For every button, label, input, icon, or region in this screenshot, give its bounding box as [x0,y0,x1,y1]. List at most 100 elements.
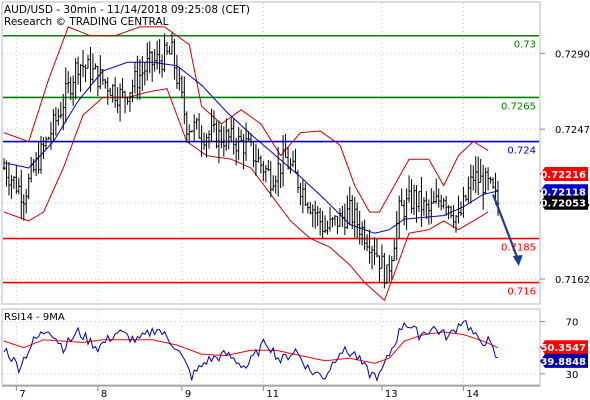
price-tag-label: 0.72053 [540,199,586,210]
price-bar [383,252,386,289]
rsi-ma-line [3,331,499,364]
price-bar [225,118,228,151]
price-bar [331,216,334,228]
price-bar [328,207,332,232]
price-bar [486,167,490,191]
price-bar [123,90,127,114]
price-bar [257,148,260,163]
price-bar [427,199,431,225]
forecast-arrow [492,194,523,266]
price-bar [457,195,460,224]
price-bar [296,170,300,194]
price-bar [402,199,406,226]
price-bar [113,77,117,108]
price-tick-label: 0.7162 [555,275,590,286]
price-bar [477,156,480,196]
price-bar [62,94,65,131]
price-bar [442,197,445,209]
price-bar [2,158,6,171]
price-bar [25,188,28,214]
price-bar [365,234,369,252]
price-bars [2,32,500,289]
x-tick-label: 8 [101,389,107,400]
price-bar [356,202,359,239]
price-bar [106,77,109,105]
price-bar [484,167,487,194]
price-bar [385,264,389,284]
price-bar [227,128,230,150]
rsi-line [3,319,499,383]
price-bar [375,238,379,258]
price-bar [452,205,455,228]
price-bar [67,71,70,94]
price-bar [128,92,132,112]
price-bar [336,215,339,235]
price-bar [12,175,16,189]
price-bar [59,101,63,119]
price-bar [86,54,90,69]
price-bar [151,51,154,82]
x-tick-label: 9 [185,389,191,400]
price-bar [398,195,401,240]
price-bar [437,188,440,208]
price-tag-ma: 0.72118 [540,184,588,199]
price-bar [207,130,211,149]
price-bar [467,176,470,203]
level-label-0.724: 0.724 [507,146,536,157]
price-bar [435,178,438,204]
price-bar [170,32,174,55]
forecast-arrow-shaft [492,194,519,260]
price-bar [318,207,322,236]
price-bar [34,152,38,176]
price-bar [390,256,393,280]
price-bar [69,76,72,101]
price-y-axis: 0.72900.72470.72050.71620.722160.721180.… [540,49,590,286]
price-bar [252,140,255,168]
price-bar [284,133,287,158]
price-bar [94,63,97,70]
price-bar [291,150,295,168]
price-panel-frame [1,1,541,305]
price-bar [111,84,114,103]
price-levels [3,34,539,284]
price-bar [420,176,423,227]
price-bar [84,64,87,83]
price-tag-label: 0.72118 [540,187,586,198]
price-bar [353,196,356,238]
price-tick-label: 0.7247 [555,125,590,136]
price-bar [407,175,411,203]
price-bar [474,156,477,194]
price-bar [54,107,58,136]
price-bar [299,182,302,206]
price-bar [321,210,324,239]
chart-subtitle: Research © TRADING CENTRAL [4,16,169,28]
price-bar [272,175,275,191]
price-tag-box [540,166,588,181]
x-tick-label: 11 [266,389,279,400]
price-tag-box [540,184,588,199]
price-bar [146,42,149,81]
price-bar [323,215,327,234]
price-bar [232,118,235,155]
x-tick-label: 13 [385,389,398,400]
price-bar [269,161,272,198]
price-bar [47,136,50,140]
price-bar [155,40,159,70]
price-bar [432,191,435,204]
price-bar [212,110,216,133]
price-bar [7,162,11,196]
price-bar [20,169,23,220]
price-bar [22,194,25,221]
price-bar [472,165,475,191]
price-bar [405,188,408,231]
price-bar [215,120,218,149]
price-bar [126,96,129,105]
price-bar [175,54,179,89]
price-bar [439,194,443,211]
price-bar [314,200,317,229]
price-bar [197,113,201,139]
price-bar [237,127,240,161]
price-bar [254,143,258,176]
price-bar [153,49,156,72]
